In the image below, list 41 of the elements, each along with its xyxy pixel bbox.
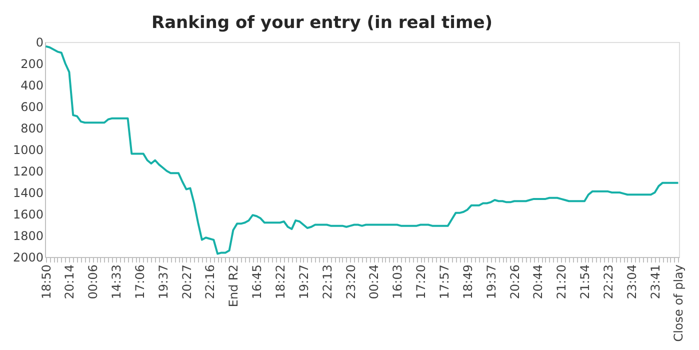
y-tick-label: 800 (20, 122, 44, 136)
x-tick-label: 17:06 (132, 264, 147, 300)
y-tick-label: 400 (20, 78, 44, 92)
x-tick-label: 16:03 (390, 264, 405, 300)
y-tick-label: 600 (20, 100, 44, 114)
x-tick-label: 20:27 (180, 264, 194, 300)
x-tick-label: 22:16 (203, 264, 218, 300)
x-tick-label: 00:06 (86, 264, 100, 300)
y-tick-label: 1000 (12, 143, 44, 157)
y-tick-label: 0 (36, 36, 44, 50)
x-tick-label: 20:26 (508, 264, 522, 300)
chart-title: Ranking of your entry (in real time) (151, 13, 493, 33)
x-tick-label: 20:14 (62, 264, 77, 300)
x-tick-label: 17:20 (414, 264, 428, 300)
y-tick-label: 1600 (12, 208, 44, 222)
line-series (44, 45, 680, 255)
x-tick-label: 18:49 (460, 264, 475, 300)
x-tick-label: 23:20 (344, 264, 358, 300)
x-tick-label: 16:45 (250, 264, 264, 300)
y-tick-label: 200 (20, 57, 44, 71)
y-tick-label: 1800 (12, 229, 44, 243)
x-tick-label: 23:41 (648, 264, 662, 300)
x-tick-label: 00:24 (367, 264, 382, 300)
x-tick-label: 18:22 (274, 264, 288, 300)
x-tick-label: 19:37 (156, 264, 170, 300)
x-tick-label: End R2 (226, 264, 241, 308)
x-tick-label: 22:23 (601, 264, 616, 300)
y-tick-label: 2000 (12, 250, 44, 264)
x-tick-label: 20:44 (531, 264, 546, 300)
x-tick-label: 14:33 (110, 264, 124, 300)
x-tick-label: 21:54 (578, 264, 592, 300)
x-tick-label: 23:04 (624, 264, 639, 300)
x-tick-label: 19:27 (296, 264, 311, 300)
x-tick-label: 17:57 (437, 264, 452, 300)
x-tick-label: Close of play (672, 264, 686, 342)
y-tick-label: 1200 (12, 164, 44, 178)
x-tick-label: 22:13 (320, 264, 334, 300)
y-tick-label: 1400 (12, 186, 44, 200)
x-tick-label: 18:50 (39, 264, 54, 300)
x-tick-label: 19:37 (484, 264, 498, 300)
x-tick-label: 21:20 (554, 264, 569, 300)
